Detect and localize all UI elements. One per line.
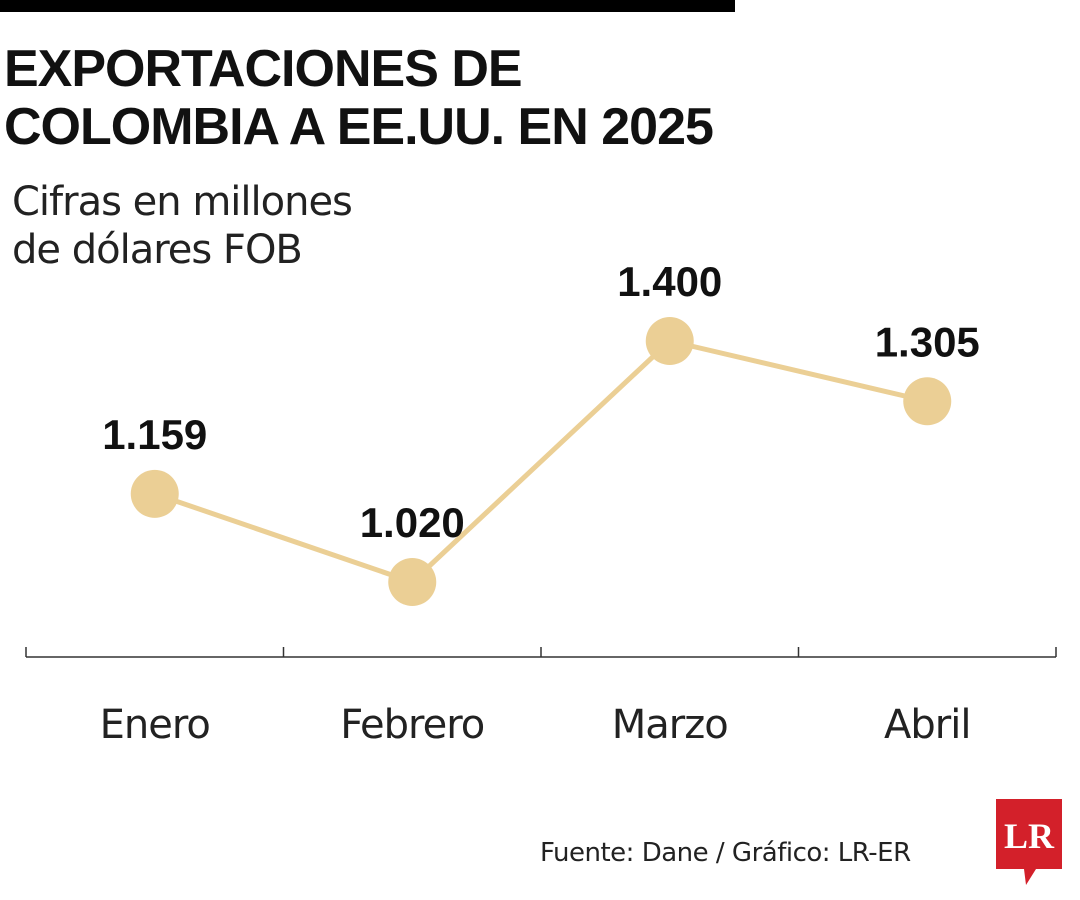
top-bar: [0, 0, 735, 12]
data-point: [903, 377, 952, 426]
data-label: 1.159: [102, 411, 207, 458]
lr-logo: LR: [996, 799, 1062, 885]
x-tick-label: Marzo: [612, 702, 728, 748]
data-label: 1.305: [875, 318, 980, 365]
series-line: [153, 338, 928, 585]
source-note: Fuente: Dane / Gráfico: LR-ER: [540, 838, 911, 868]
chart-subtitle-line-1: Cifras en millones: [12, 179, 353, 225]
x-tick-label: Abril: [884, 702, 970, 748]
x-tick-label: Febrero: [340, 702, 484, 748]
data-point: [645, 317, 694, 365]
chart-subtitle-line-2: de dólares FOB: [12, 227, 303, 273]
data-point: [388, 558, 437, 606]
chart-title-line-2: COLOMBIA A EE.UU. EN 2025: [4, 98, 714, 156]
data-label: 1.400: [617, 258, 722, 305]
data-label: 1.020: [360, 499, 465, 546]
lr-logo-badge: [996, 799, 1062, 885]
chart-subtitle: Cifras en millones de dólares FOB: [12, 178, 432, 274]
x-tick-label: Enero: [100, 702, 210, 748]
chart-title: EXPORTACIONES DE COLOMBIA A EE.UU. EN 20…: [4, 40, 804, 156]
data-point: [130, 469, 179, 518]
lr-logo-text: LR: [1004, 816, 1055, 856]
chart-title-line-1: EXPORTACIONES DE: [4, 40, 523, 98]
